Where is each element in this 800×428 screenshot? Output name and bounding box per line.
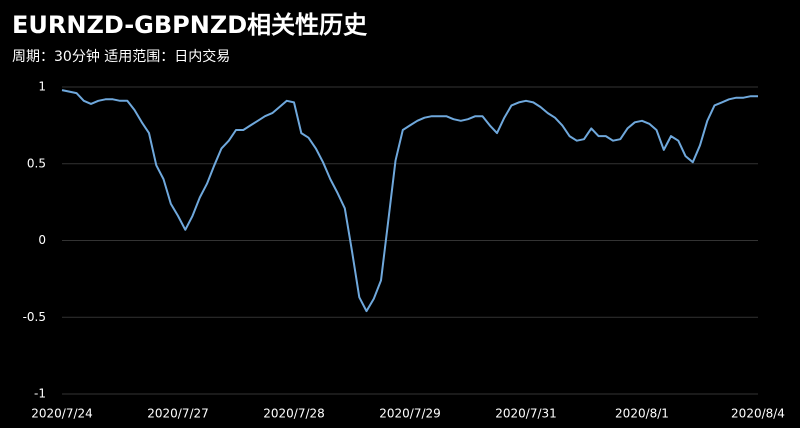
y-tick-label: 0.5	[27, 156, 46, 170]
x-tick-label: 2020/7/29	[379, 407, 441, 421]
data-line	[61, 89, 758, 313]
chart-title: EURNZD-GBPNZD相关性历史	[12, 11, 368, 39]
x-tick-label: 2020/7/27	[147, 407, 209, 421]
y-tick-label: 0	[38, 233, 46, 247]
x-tick-label: 2020/7/24	[31, 407, 93, 421]
x-tick-label: 2020/8/1	[615, 407, 669, 421]
chart-subtitle: 周期：30分钟 适用范围：日内交易	[12, 48, 230, 65]
y-tick-label: -1	[34, 387, 46, 401]
x-tick-label: 2020/7/28	[263, 407, 325, 421]
y-tick-label: -0.5	[23, 310, 46, 324]
x-tick-label: 2020/7/31	[495, 407, 557, 421]
x-tick-label: 2020/8/4	[731, 407, 785, 421]
y-tick-label: 1	[38, 80, 46, 94]
